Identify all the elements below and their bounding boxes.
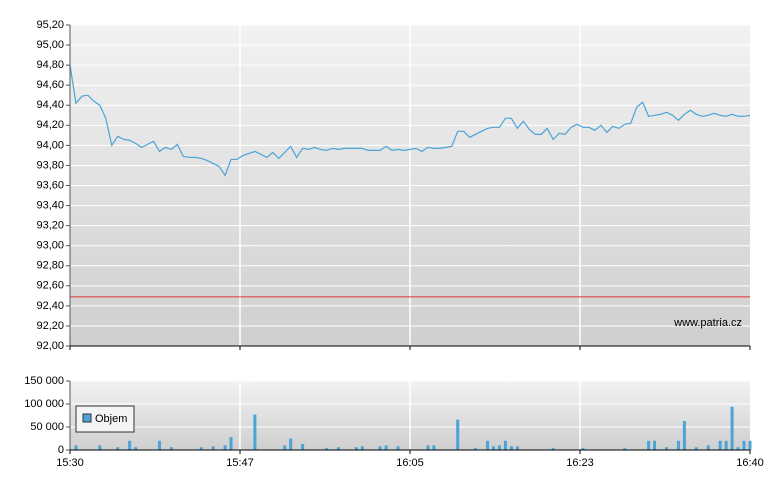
legend: Objem: [75, 405, 135, 433]
chart-layer: www.patria.cz: [69, 24, 752, 451]
volume-bar: [664, 447, 668, 450]
volume-bar: [509, 446, 513, 450]
volume-bar: [98, 445, 102, 450]
volume-bar: [581, 448, 585, 450]
volume-bar: [199, 447, 203, 450]
volume-bar: [456, 419, 460, 450]
x-tick-label: 16:40: [736, 457, 764, 469]
volume-bar: [432, 445, 436, 450]
volume-bar: [730, 406, 734, 450]
volume-bar: [289, 438, 293, 450]
y-tick-label: 94,40: [36, 99, 64, 111]
y-tick-label: 150 000: [24, 375, 64, 387]
volume-bar: [426, 445, 430, 450]
volume-bar: [474, 448, 478, 450]
volume-bar: [157, 440, 161, 450]
volume-bar: [360, 446, 364, 450]
volume-bar: [492, 446, 496, 450]
y-tick-label: 0: [58, 444, 64, 456]
volume-bar: [169, 447, 173, 450]
price-line: [69, 65, 751, 177]
volume-bar: [134, 447, 138, 450]
volume-bar: [336, 447, 340, 450]
volume-bar: [623, 448, 627, 450]
volume-bar: [283, 445, 287, 450]
y-tick-label: 100 000: [24, 398, 64, 410]
volume-bar: [486, 440, 490, 450]
volume-bar: [706, 445, 710, 450]
y-tick-label: 94,60: [36, 79, 64, 91]
volume-bar: [324, 448, 328, 450]
volume-bar: [653, 440, 657, 450]
y-tick-label: 93,40: [36, 199, 64, 211]
volume-bar: [742, 440, 746, 450]
y-tick-label: 50 000: [30, 421, 64, 433]
y-tick-label: 92,60: [36, 280, 64, 292]
volume-bar: [301, 444, 305, 450]
y-tick-label: 92,20: [36, 320, 64, 332]
watermark: www.patria.cz: [673, 317, 742, 329]
y-tick-label: 94,20: [36, 119, 64, 131]
x-tick-label: 15:30: [56, 457, 84, 469]
volume-bar: [128, 440, 132, 450]
y-tick-label: 93,20: [36, 220, 64, 232]
y-tick-label: 94,80: [36, 59, 64, 71]
x-tick-label: 16:05: [396, 457, 424, 469]
volume-bar: [515, 446, 519, 450]
x-tick-label: 16:23: [566, 457, 594, 469]
y-tick-label: 92,80: [36, 260, 64, 272]
legend-swatch: [82, 413, 92, 423]
volume-bar: [211, 446, 215, 450]
volume-bar: [503, 440, 507, 450]
volume-bar: [223, 445, 227, 450]
y-tick-label: 92,40: [36, 300, 64, 312]
volume-bar: [253, 414, 257, 450]
volume-bar: [682, 421, 686, 450]
y-tick-label: 93,60: [36, 179, 64, 191]
volume-bar: [384, 445, 388, 450]
volume-bar: [229, 437, 233, 450]
x-tick-label: 15:47: [226, 457, 254, 469]
volume-bar: [724, 440, 728, 450]
volume-bar: [551, 448, 555, 450]
y-tick-label: 93,00: [36, 240, 64, 252]
volume-bar: [74, 445, 78, 450]
volume-bar: [116, 447, 120, 450]
volume-bar: [647, 440, 651, 450]
y-tick-label: 95,00: [36, 39, 64, 51]
volume-bar: [396, 446, 400, 450]
volume-bar: [718, 440, 722, 450]
volume-bar: [748, 440, 752, 450]
y-tick-label: 95,20: [36, 19, 64, 31]
volume-bar: [676, 440, 680, 450]
y-tick-label: 94,00: [36, 139, 64, 151]
volume-bar: [694, 447, 698, 450]
volume-bar: [378, 446, 382, 450]
legend-label: Objem: [95, 413, 127, 425]
volume-bar: [354, 447, 358, 450]
y-tick-label: 92,00: [36, 340, 64, 352]
volume-bar: [736, 447, 740, 450]
volume-bar: [497, 445, 501, 450]
y-tick-label: 93,80: [36, 159, 64, 171]
